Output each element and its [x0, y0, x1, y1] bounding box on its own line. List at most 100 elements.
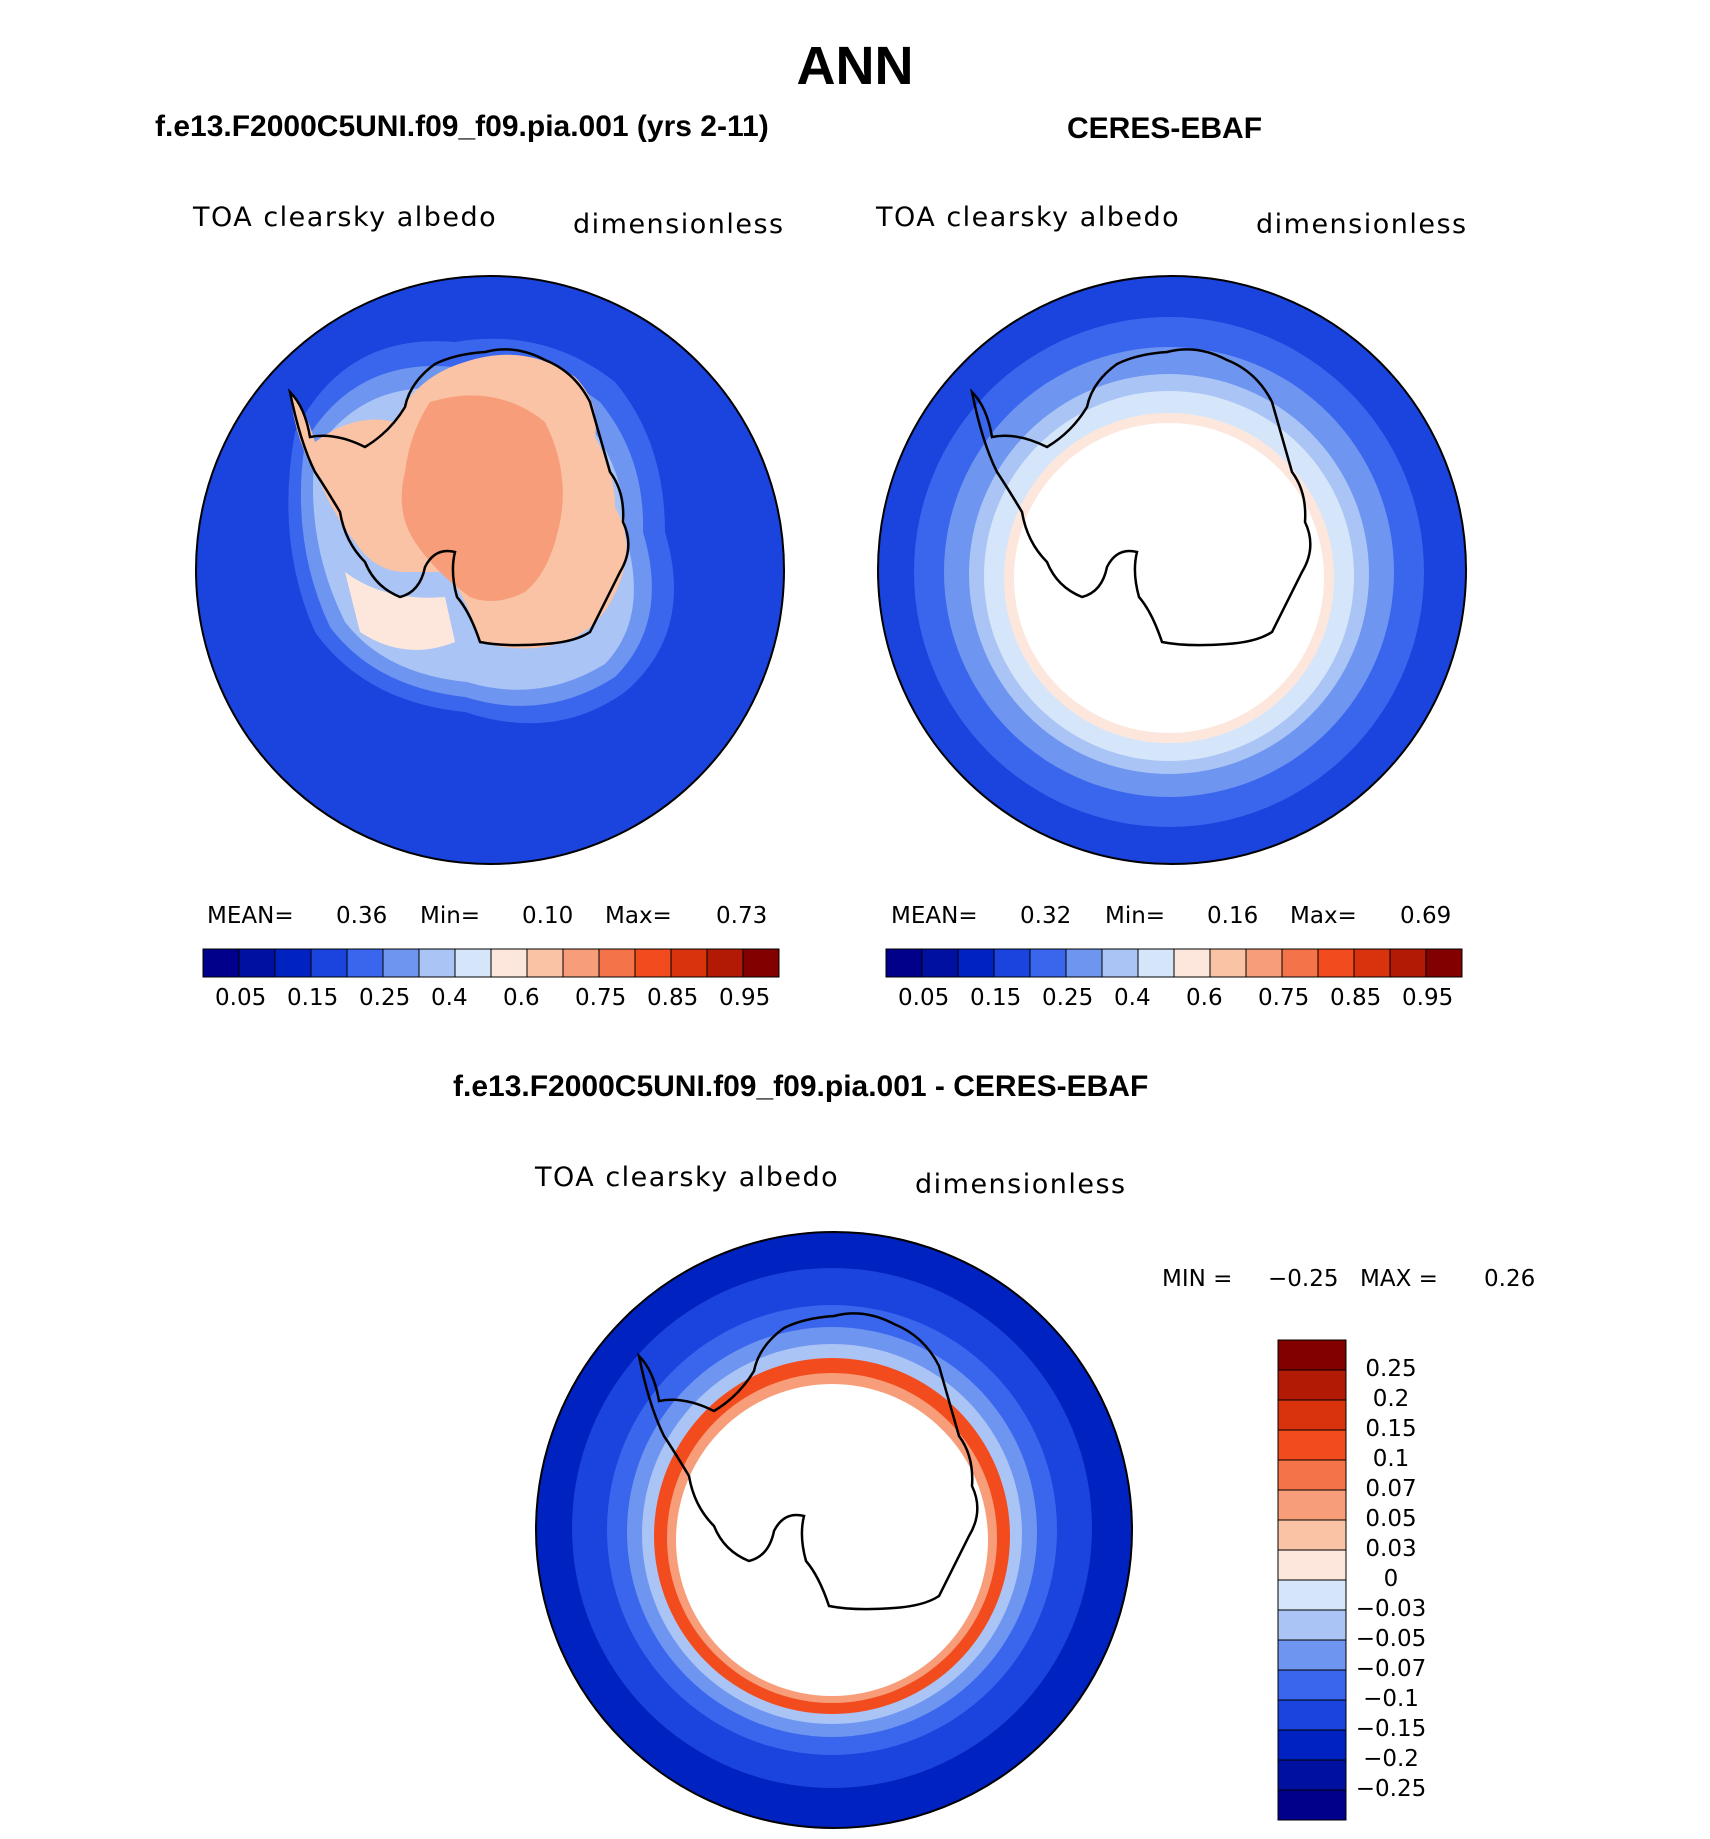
panel1-colorbar-tick-label: 0.4 [431, 985, 468, 1011]
diff-colorbar-swatch [1277, 1339, 1347, 1371]
panel1-colorbar-swatch [202, 948, 240, 978]
diff-colorbar-swatch [1277, 1729, 1347, 1761]
panel2-colorbar-swatch [1209, 948, 1247, 978]
diff-colorbar-tick-label: −0.1 [1363, 1686, 1419, 1712]
diff-colorbar-swatch [1277, 1489, 1347, 1521]
diff-colorbar-swatch [1277, 1609, 1347, 1641]
diff-colorbar-tick-label: 0 [1383, 1566, 1399, 1592]
panel2-colorbar-swatch [1101, 948, 1139, 978]
diff-colorbar-swatch [1277, 1549, 1347, 1581]
panel2-colorbar-tick-label: 0.75 [1258, 985, 1310, 1011]
panel1-colorbar-swatch [670, 948, 708, 978]
diff-variable-label: TOA clearsky albedo [535, 1162, 840, 1193]
panel1-colorbar-swatch [382, 948, 420, 978]
panel2-colorbar-tick-label: 0.15 [970, 985, 1022, 1011]
panel2-max-label: Max= [1290, 903, 1357, 929]
diff-colorbar-tick-label: −0.15 [1355, 1716, 1427, 1742]
panel2-colorbar-swatch [1173, 948, 1211, 978]
diff-colorbar-swatch [1277, 1579, 1347, 1611]
diff-colorbar-tick-label: −0.25 [1355, 1776, 1427, 1802]
diff-units-label: dimensionless [915, 1169, 1127, 1200]
diff-case-title: f.e13.F2000C5UNI.f09_f09.pia.001 - CERES… [453, 1070, 1149, 1103]
panel2-max-value: 0.69 [1400, 903, 1452, 929]
panel2-polar-map [877, 275, 1467, 865]
panel1-colorbar-tick-label: 0.6 [503, 985, 540, 1011]
diff-colorbar-tick-label: 0.25 [1365, 1356, 1417, 1382]
panel2-variable-label: TOA clearsky albedo [876, 202, 1181, 233]
panel1-mean-label: MEAN= [207, 903, 294, 929]
panel1-colorbar-tick-label: 0.05 [215, 985, 267, 1011]
diff-max-value: 0.26 [1484, 1266, 1536, 1292]
panel2-min-label: Min= [1105, 903, 1166, 929]
diff-min-value: −0.25 [1268, 1266, 1339, 1292]
diff-max-label: MAX = [1360, 1266, 1438, 1292]
panel1-colorbar-tick-label: 0.85 [647, 985, 699, 1011]
diff-colorbar-tick-label: −0.05 [1355, 1626, 1427, 1652]
diff-colorbar-swatch [1277, 1789, 1347, 1821]
panel2-colorbar-swatch [1065, 948, 1103, 978]
panel1-colorbar-tick-label: 0.75 [575, 985, 627, 1011]
panel1-colorbar [202, 948, 780, 978]
panel2-colorbar-tick-label: 0.6 [1186, 985, 1223, 1011]
diff-colorbar-tick-label: 0.03 [1365, 1536, 1417, 1562]
panel2-colorbar-tick-label: 0.05 [898, 985, 950, 1011]
diff-polar-map [535, 1231, 1133, 1829]
panel1-colorbar-swatch [310, 948, 348, 978]
panel2-colorbar-swatch [1353, 948, 1391, 978]
panel2-colorbar-swatch [957, 948, 995, 978]
diff-colorbar-swatch [1277, 1369, 1347, 1401]
diff-colorbar-swatch [1277, 1429, 1347, 1461]
panel1-colorbar-swatch [598, 948, 636, 978]
panel1-colorbar-swatch [418, 948, 456, 978]
panel2-colorbar-swatch [993, 948, 1031, 978]
panel1-colorbar-swatch [562, 948, 600, 978]
panel2-units-label: dimensionless [1256, 209, 1468, 240]
panel2-colorbar [885, 948, 1463, 978]
diff-colorbar-swatch [1277, 1459, 1347, 1491]
diff-min-label: MIN = [1162, 1266, 1233, 1292]
panel2-colorbar-swatch [1389, 948, 1427, 978]
panel1-colorbar-swatch [274, 948, 312, 978]
panel1-colorbar-swatch [634, 948, 672, 978]
panel1-coastline [287, 348, 630, 647]
panel2-colorbar-tick-label: 0.85 [1330, 985, 1382, 1011]
panel2-colorbar-tick-label: 0.95 [1402, 985, 1454, 1011]
diff-colorbar-tick-label: 0.05 [1365, 1506, 1417, 1532]
diff-colorbar-tick-label: 0.15 [1365, 1416, 1417, 1442]
panel1-variable-label: TOA clearsky albedo [193, 202, 498, 233]
diff-coastline [636, 1312, 979, 1611]
panel2-mean-value: 0.32 [1020, 903, 1072, 929]
panel2-missing-data-interior [1014, 423, 1324, 733]
panel1-colorbar-swatch [742, 948, 780, 978]
diff-colorbar-tick-label: 0.07 [1365, 1476, 1417, 1502]
panel1-case-title: f.e13.F2000C5UNI.f09_f09.pia.001 (yrs 2-… [155, 110, 769, 143]
panel1-polar-map [195, 275, 785, 865]
panel2-coastline [969, 348, 1312, 647]
diff-colorbar-tick-label: −0.03 [1355, 1596, 1427, 1622]
panel2-colorbar-swatch [1137, 948, 1175, 978]
panel1-units-label: dimensionless [573, 209, 785, 240]
panel2-mean-label: MEAN= [891, 903, 978, 929]
panel1-plateau-field [401, 395, 563, 601]
panel2-colorbar-swatch [1281, 948, 1319, 978]
panel1-colorbar-swatch [490, 948, 528, 978]
panel2-colorbar-tick-label: 0.4 [1114, 985, 1151, 1011]
panel1-min-label: Min= [420, 903, 481, 929]
panel1-weddell-field [345, 572, 455, 650]
diff-colorbar-swatch [1277, 1699, 1347, 1731]
panel1-colorbar-swatch [238, 948, 276, 978]
panel1-min-value: 0.10 [522, 903, 574, 929]
diff-colorbar-swatch [1277, 1669, 1347, 1701]
panel2-colorbar-swatch [885, 948, 923, 978]
panel1-colorbar-tick-label: 0.15 [287, 985, 339, 1011]
panel1-colorbar-tick-label: 0.95 [719, 985, 771, 1011]
diff-colorbar-tick-label: 0.2 [1372, 1386, 1410, 1412]
panel1-colorbar-swatch [454, 948, 492, 978]
panel2-colorbar-swatch [1245, 948, 1283, 978]
panel1-colorbar-swatch [346, 948, 384, 978]
panel2-min-value: 0.16 [1207, 903, 1259, 929]
panel2-colorbar-swatch [1425, 948, 1463, 978]
panel2-case-title: CERES-EBAF [1067, 112, 1263, 145]
diff-colorbar-tick-label: −0.07 [1355, 1656, 1427, 1682]
panel2-colorbar-swatch [1317, 948, 1355, 978]
